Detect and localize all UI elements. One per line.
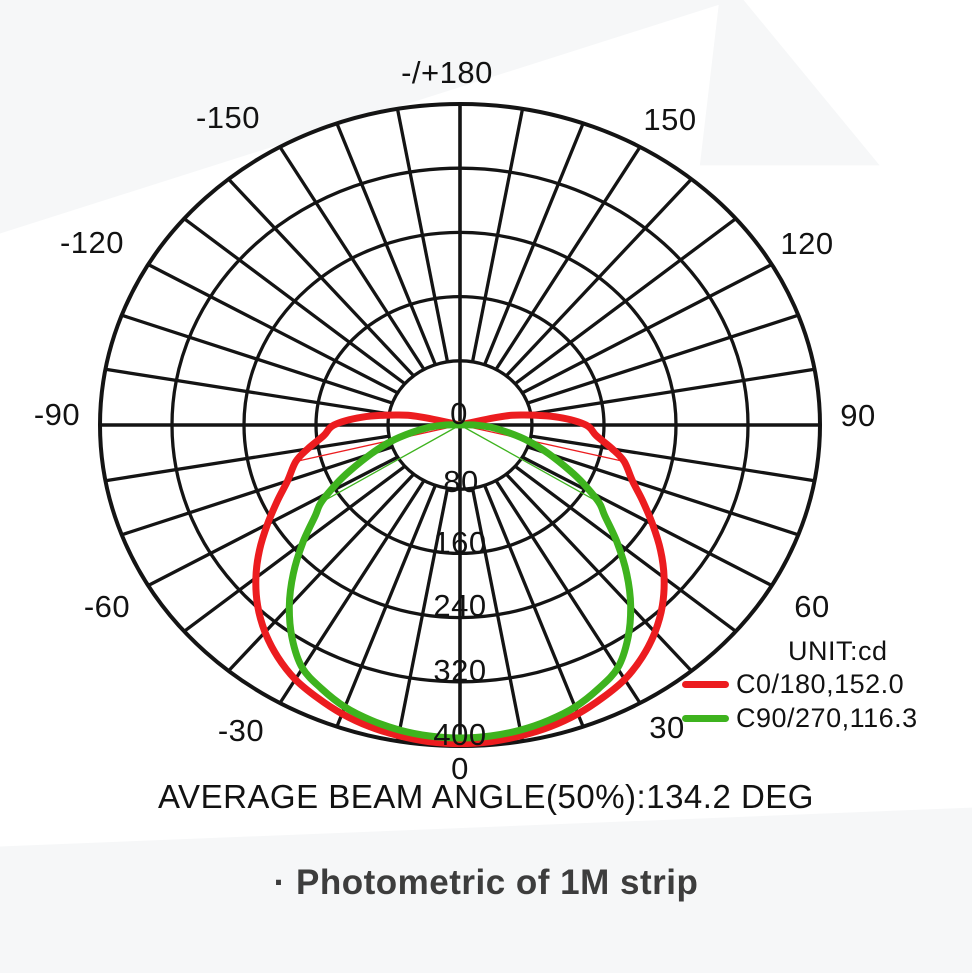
angle-label-p120: 120	[780, 226, 833, 261]
radial-tick-0: 0	[450, 396, 468, 431]
legend-row-c90-270: C90/270,116.3	[682, 701, 962, 735]
radial-tick-400: 400	[433, 717, 486, 752]
angle-label-p150: 150	[643, 102, 696, 137]
legend-label-c0-180: C0/180,152.0	[736, 668, 905, 699]
angle-label-n60: -60	[84, 589, 130, 624]
angle-label-pm180: -/+180	[401, 55, 493, 90]
intensity-curves	[252, 411, 668, 748]
caption: · Photometric of 1M strip	[273, 863, 699, 902]
legend-swatch-c0-180	[682, 680, 729, 688]
angle-label-p30: 30	[649, 710, 684, 745]
polar-grid	[98, 102, 822, 748]
average-beam-angle-text: AVERAGE BEAM ANGLE(50%):134.2 DEG	[158, 778, 814, 815]
angle-label-p60: 60	[794, 589, 829, 624]
radial-tick-80: 80	[443, 464, 478, 499]
legend-swatch-c90-270	[682, 714, 729, 722]
angle-label-n150: -150	[196, 100, 260, 135]
legend-label-c90-270: C90/270,116.3	[736, 702, 918, 733]
angle-label-0: 0	[451, 751, 469, 786]
angle-label-n30: -30	[218, 713, 264, 748]
radial-tick-240: 240	[433, 588, 486, 623]
legend-unit-label: UNIT:cd	[788, 636, 888, 666]
angle-label-n120: -120	[60, 225, 124, 260]
radial-tick-160: 160	[433, 525, 486, 560]
angle-label-n90: -90	[34, 397, 80, 432]
beam-half-angle-lines	[295, 424, 625, 503]
legend-row-c0-180: C0/180,152.0	[682, 667, 962, 701]
angle-labels: -/+180 -150 150 -120 120 -90 90 -60 60 -…	[34, 55, 875, 786]
angle-label-p90: 90	[840, 398, 875, 433]
radial-tick-labels: 0 80 160 240 320 400	[433, 396, 486, 752]
radial-tick-320: 320	[433, 653, 486, 688]
legend: UNIT:cd C0/180,152.0 C90/270,116.3	[682, 636, 962, 735]
